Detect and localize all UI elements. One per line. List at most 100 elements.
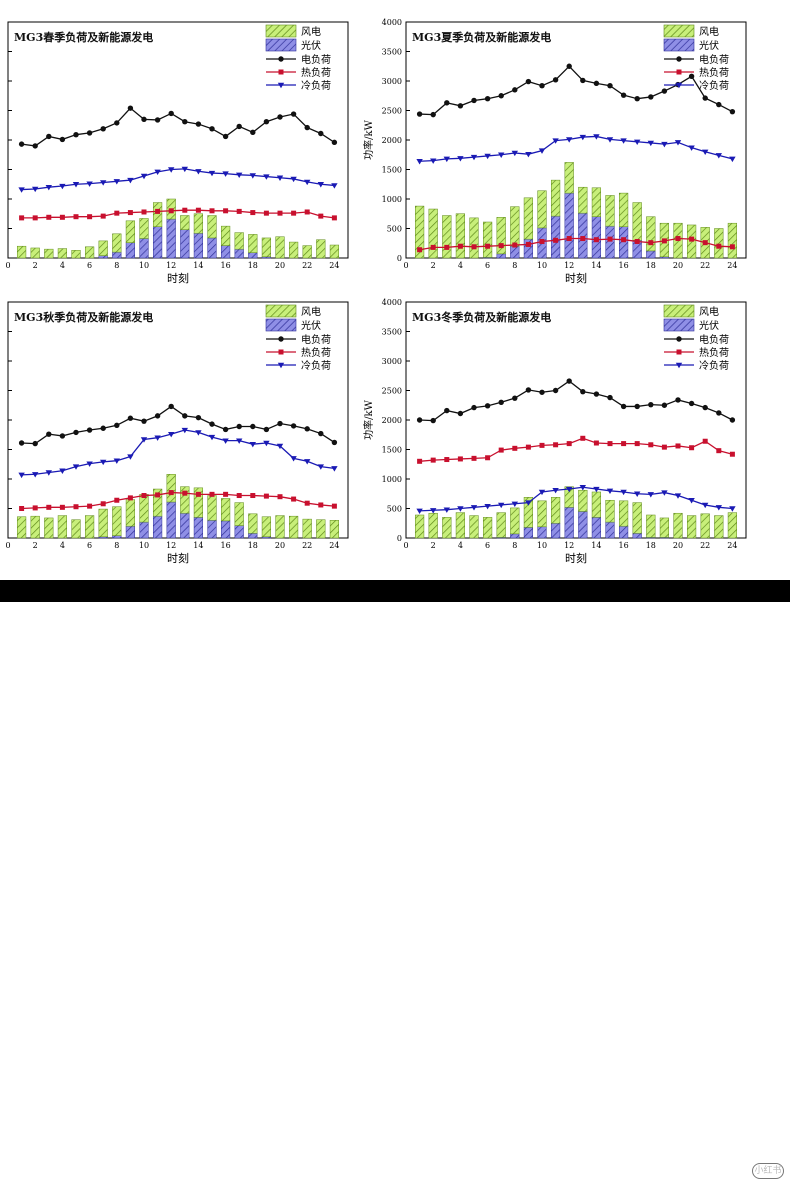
cold-load-point [181,427,188,434]
pv-bar [166,218,176,259]
heat-load-point [661,238,667,244]
x-tick-label: 0 [403,541,408,550]
wind-bar [605,195,615,227]
x-tick-label: 4 [458,261,463,270]
heat-load-point [141,209,147,215]
cold-load-point [86,181,93,187]
cold-load-point [552,488,559,494]
legend-heat-label: 热负荷 [699,346,729,359]
elec-load-point [331,139,338,146]
elec-load-point [593,391,600,397]
x-tick-label: 0 [5,541,10,550]
x-tick-label: 12 [564,261,574,270]
wind-bar [496,217,506,255]
legend-cold-marker [675,362,683,369]
heat-load-point [675,236,681,242]
heat-load-point [331,215,337,221]
pv-bar [125,242,136,259]
heat-load-line [419,437,733,462]
legend-pv-swatch [265,318,297,332]
heat-load-point [580,435,586,441]
elec-load-point [430,417,436,424]
elec-load-point [250,129,256,136]
pv-bar [220,245,231,259]
cold-load-point [620,489,627,496]
y-tick-label: 2000 [382,136,402,145]
heat-load-point [430,457,436,463]
x-tick-label: 24 [329,261,339,270]
heat-load-point [114,210,120,216]
heat-load-point [331,503,337,509]
heat-load-point [87,503,93,509]
y-tick-label: 4000 [382,18,402,27]
heat-load-point [580,236,586,242]
heat-load-point [291,210,297,216]
cold-load-point [304,179,311,186]
cold-load-point [317,464,324,470]
heat-load-point [485,243,491,249]
elec-load-point [209,126,215,132]
wind-bar [428,208,438,259]
screen-bottom-bar: 小红书 [0,580,790,1179]
wind-bar [510,507,520,535]
cold-load-point [113,458,120,464]
wind-bar [98,508,108,538]
heat-load-point [430,244,436,250]
cold-load-point [236,172,243,179]
wind-bar [591,187,602,217]
y-tick-label: 1000 [382,475,402,484]
cold-load-point [674,140,682,146]
heat-load-point [593,237,599,243]
cold-load-line [21,429,335,476]
elec-load-point [73,131,79,138]
cold-load-point [647,492,654,498]
wind-bar [605,499,615,523]
wind-bar [714,228,724,259]
x-tick-label: 24 [329,541,339,550]
heat-load-point [46,504,52,510]
heat-load-line [419,237,733,251]
elec-load-line [21,107,335,147]
legend-pv-swatch [265,38,297,52]
x-tick-label: 16 [619,261,629,270]
x-tick-label: 2 [431,541,436,550]
elec-load-line [419,380,733,422]
wind-bar [71,519,81,539]
cold-load-point [127,177,134,184]
wind-bar [482,221,493,258]
cold-load-point [552,138,559,144]
heat-load-point [209,491,215,497]
cold-load-point [317,182,324,188]
x-tick-label: 6 [485,261,490,270]
y-tick-label: 2500 [382,107,402,116]
heat-load-point [553,237,559,243]
x-tick-label: 2 [33,541,38,550]
x-tick-label: 20 [673,541,683,550]
cold-load-point [498,502,505,509]
heat-load-point [250,493,256,499]
x-axis-title: 时刻 [167,551,189,565]
cold-load-point [661,141,668,148]
elec-load-point [566,378,572,384]
cold-load-point [263,174,270,180]
elec-load-point [702,95,708,101]
wind-bar [288,241,299,259]
cold-load-point [113,179,120,185]
legend-cold-marker [277,362,285,369]
legend-elec-marker [278,56,284,62]
legend-pv-label: 光伏 [301,39,321,52]
pv-bar [248,252,258,259]
wind-bar [414,205,425,259]
elec-load-point [154,413,161,419]
heat-load-point [525,444,531,450]
wind-bar [288,515,299,539]
wind-bar [193,487,204,518]
wind-bar [193,213,204,234]
cold-load-point [331,183,338,189]
heat-load-point [32,215,38,221]
elec-load-point [277,420,283,427]
heat-load-point [457,243,463,249]
wind-bar [84,515,95,539]
elec-load-point [430,111,436,118]
